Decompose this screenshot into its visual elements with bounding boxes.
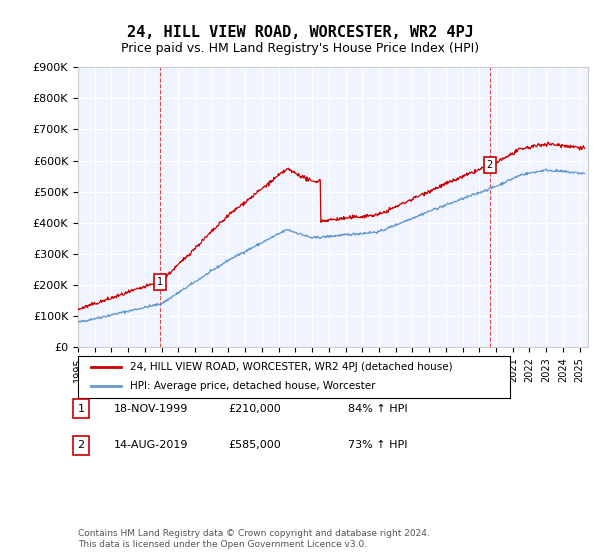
Text: HPI: Average price, detached house, Worcester: HPI: Average price, detached house, Worc… [130, 381, 376, 391]
Text: Contains HM Land Registry data © Crown copyright and database right 2024.
This d: Contains HM Land Registry data © Crown c… [78, 529, 430, 549]
Text: 1: 1 [157, 277, 163, 287]
Text: £585,000: £585,000 [228, 440, 281, 450]
Text: 24, HILL VIEW ROAD, WORCESTER, WR2 4PJ (detached house): 24, HILL VIEW ROAD, WORCESTER, WR2 4PJ (… [130, 362, 452, 372]
Text: 1: 1 [77, 404, 85, 414]
Text: 2: 2 [77, 440, 85, 450]
Text: £210,000: £210,000 [228, 404, 281, 414]
Text: 2: 2 [487, 160, 493, 170]
Text: 73% ↑ HPI: 73% ↑ HPI [348, 440, 407, 450]
Text: 84% ↑ HPI: 84% ↑ HPI [348, 404, 407, 414]
Text: 14-AUG-2019: 14-AUG-2019 [114, 440, 188, 450]
Text: Price paid vs. HM Land Registry's House Price Index (HPI): Price paid vs. HM Land Registry's House … [121, 42, 479, 55]
Text: 24, HILL VIEW ROAD, WORCESTER, WR2 4PJ: 24, HILL VIEW ROAD, WORCESTER, WR2 4PJ [127, 25, 473, 40]
Text: 18-NOV-1999: 18-NOV-1999 [114, 404, 188, 414]
